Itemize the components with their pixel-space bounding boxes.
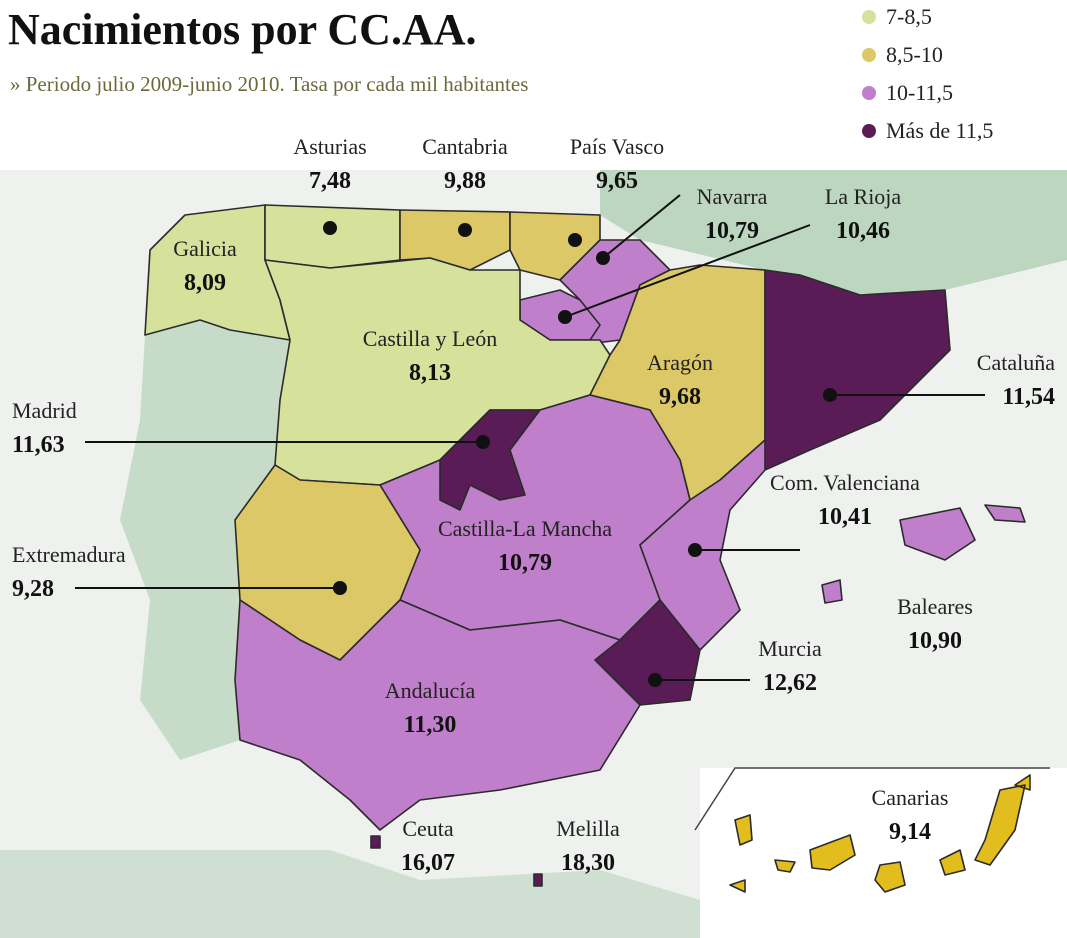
region-label: Baleares 10,90 (897, 590, 973, 658)
leader-line (564, 224, 811, 318)
region-name: Navarra (696, 184, 768, 209)
portugal (120, 320, 290, 760)
region-name: Galicia (173, 236, 237, 261)
region-label: Cataluña 11,54 (977, 346, 1055, 414)
region-dot (323, 221, 337, 235)
legend-label: Más de 11,5 (886, 118, 994, 143)
region-label: Aragón 9,68 (647, 346, 713, 414)
region-label: Navarra 10,79 (697, 180, 768, 248)
region-dot (688, 543, 702, 557)
region-label: Andalucía 11,30 (385, 674, 475, 742)
legend-item: 8,5-10 (862, 42, 943, 68)
region (264, 204, 401, 269)
region (729, 774, 1031, 893)
region-name: País Vasco (569, 134, 665, 159)
region-name: Castilla-La Mancha (437, 516, 613, 541)
region-value: 11,54 (1002, 384, 1055, 410)
title: Nacimientos por CC.AA. (8, 5, 477, 54)
legend-swatch (862, 86, 876, 100)
region-label: Castilla y León 8,13 (363, 322, 497, 390)
legend-item: 10-11,5 (862, 80, 953, 106)
region (533, 873, 543, 887)
region-label: Extremadura 9,28 (12, 538, 126, 606)
region-dot (648, 673, 662, 687)
region-value: 9,14 (889, 819, 931, 845)
region-value: 8,09 (184, 270, 226, 296)
region-dot (823, 388, 837, 402)
region-value: 11,30 (403, 712, 457, 738)
region-name: La Rioja (824, 184, 902, 209)
region-value: 7,48 (308, 168, 351, 194)
legend-label: 8,5-10 (886, 42, 943, 67)
region (234, 599, 641, 831)
region-label: Murcia 12,62 (758, 632, 822, 700)
legend-swatch (862, 124, 876, 138)
region-dot (476, 435, 490, 449)
region-name: Melilla (556, 816, 620, 841)
region-value: 9,65 (595, 168, 638, 194)
region-name: Cataluña (976, 350, 1055, 375)
region-value: 11,63 (12, 432, 65, 458)
legend-label: 10-11,5 (886, 80, 954, 105)
region (821, 504, 1026, 604)
region-dot (568, 233, 582, 247)
region-value: 9,68 (658, 384, 701, 410)
region-value: 9,88 (444, 168, 486, 194)
region-dot (458, 223, 472, 237)
region-label: Asturias 7,48 (293, 130, 366, 198)
region-name: Ceuta (402, 816, 454, 841)
region-value: 10,79 (497, 550, 552, 576)
canarias-frame (694, 767, 1050, 831)
region-value: 10,90 (907, 628, 962, 654)
region-label: País Vasco 9,65 (570, 130, 664, 198)
region-name: Madrid (12, 398, 77, 423)
region-name: Canarias (871, 785, 949, 810)
region-label: Madrid 11,63 (12, 394, 77, 462)
region-label: Cantabria 9,88 (422, 130, 508, 198)
region-name: Castilla y León (362, 326, 498, 351)
region-dot (596, 251, 610, 265)
region-label: Melilla 18,30 (556, 812, 620, 880)
region-dot (333, 581, 347, 595)
region-value: 18,30 (560, 850, 615, 876)
region-value: 10,79 (705, 218, 759, 244)
region-name: Murcia (758, 636, 822, 661)
legend-label: 7-8,5 (886, 4, 932, 29)
legend-swatch (862, 48, 876, 62)
region-value: 10,41 (818, 504, 872, 530)
region-value: 12,62 (763, 670, 817, 696)
region-dot (558, 310, 572, 324)
region-name: Baleares (897, 594, 973, 619)
region-name: Aragón (647, 350, 713, 375)
region-name: Com. Valenciana (770, 470, 920, 495)
region-value: 8,13 (408, 360, 451, 386)
subtitle: » Periodo julio 2009-junio 2010. Tasa po… (10, 72, 529, 96)
region-label: Galicia 8,09 (173, 232, 237, 300)
region-label: Ceuta 16,07 (401, 812, 455, 880)
legend-item: 7-8,5 (862, 4, 932, 30)
region-label: Castilla-La Mancha 10,79 (438, 512, 612, 580)
legend-swatch (862, 10, 876, 24)
region-name: Asturias (293, 134, 367, 159)
france (600, 170, 1067, 295)
region-label: Canarias 9,14 (872, 781, 949, 849)
leader-line (602, 194, 681, 259)
region-label: La Rioja 10,46 (825, 180, 901, 248)
region-name: Cantabria (422, 134, 508, 159)
region-name: Extremadura (12, 542, 126, 567)
region-name: Andalucía (384, 678, 476, 703)
legend-item: Más de 11,5 (862, 118, 993, 144)
region (370, 835, 381, 849)
region-value: 10,46 (836, 218, 890, 244)
region-value: 9,28 (12, 576, 54, 602)
region-label: Com. Valenciana 10,41 (770, 466, 920, 534)
region-value: 16,07 (401, 850, 455, 876)
africa (0, 850, 700, 938)
